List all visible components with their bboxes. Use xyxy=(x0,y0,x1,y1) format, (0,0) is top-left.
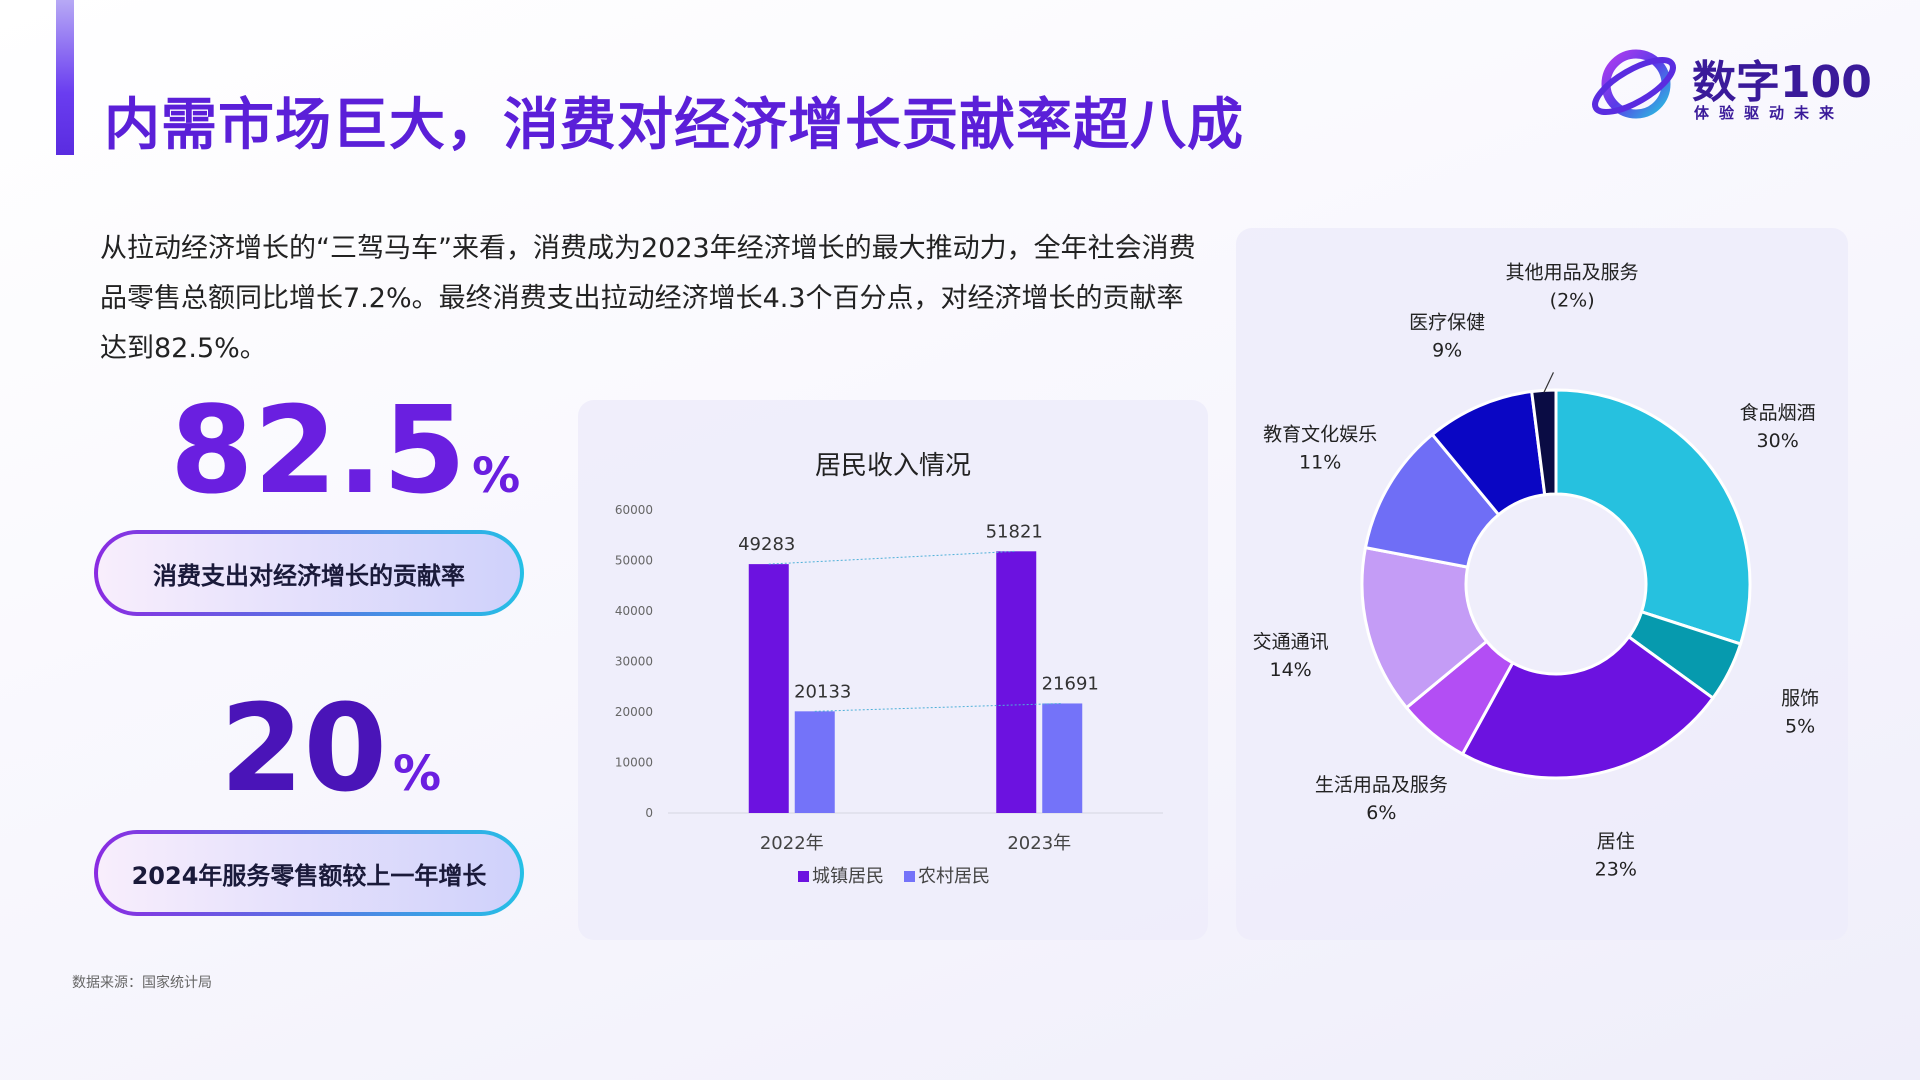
slice-percent: 30% xyxy=(1757,430,1799,452)
slice-label: 居住 xyxy=(1597,830,1635,852)
bar-value-label: 20133 xyxy=(794,681,851,702)
trend-line-rural xyxy=(814,702,1063,712)
slice-label: 服饰 xyxy=(1781,687,1819,709)
legend-swatch xyxy=(798,871,809,882)
legend-label: 农村居民 xyxy=(918,866,990,887)
income-bar-chart: 居民收入情况 0 10000 20000 30000 40000 50000 60000 492… xyxy=(615,451,1163,887)
donut-slice-7 xyxy=(1530,388,1558,497)
slice-percent: 9% xyxy=(1432,340,1462,362)
data-source-note: 数据来源：国家统计局 xyxy=(72,975,212,991)
slice-label: 生活用品及服务 xyxy=(1315,774,1448,796)
slice-label: 食品烟酒 xyxy=(1740,402,1816,424)
y-tick-label: 30000 xyxy=(615,655,653,669)
stat-service-growth: 20 % xyxy=(220,690,441,810)
bar-value-label: 51821 xyxy=(986,521,1043,542)
slice-label: 交通通讯 xyxy=(1253,631,1329,653)
slice-percent: 5% xyxy=(1785,715,1815,737)
x-tick-label: 2022年 xyxy=(760,833,824,854)
slice-percent: (2%) xyxy=(1550,290,1595,312)
bar-urban-0 xyxy=(748,564,789,813)
y-tick-label: 50000 xyxy=(615,554,653,568)
brand-logo: 数字100 体验驱动未来 xyxy=(1588,38,1878,128)
logo-orbit-icon xyxy=(1592,49,1676,119)
bar-value-label: 21691 xyxy=(1042,673,1099,694)
consumption-chart-panel: 食品烟酒 30% 服饰 5% 居住 23% 生活用品及服务 6% 交通通讯 14% 教育文化娱乐 11… xyxy=(1236,228,1848,940)
bar-rural-1 xyxy=(1042,703,1083,813)
slice-label: 教育文化娱乐 xyxy=(1263,424,1377,446)
consumption-donut-chart: 食品烟酒 30% 服饰 5% 居住 23% 生活用品及服务 6% 交通通讯 14% 教育文化娱乐 11… xyxy=(1253,262,1820,881)
legend-swatch xyxy=(904,871,915,882)
leader-line xyxy=(1543,372,1554,393)
stat-contribution-unit: % xyxy=(472,448,521,504)
logo-tagline: 体验驱动未来 xyxy=(1694,104,1845,122)
stat-service-growth-unit: % xyxy=(393,746,442,802)
stat-contribution: 82.5 % xyxy=(170,392,520,512)
income-chart-panel: 居民收入情况 0 10000 20000 30000 40000 50000 60000 492… xyxy=(578,400,1208,940)
page-title: 内需市场巨大，消费对经济增长贡献率超八成 xyxy=(104,93,1244,158)
intro-paragraph: 从拉动经济增长的“三驾马车”来看，消费成为2023年经济增长的最大推动力，全年社… xyxy=(100,233,1196,364)
slice-percent: 6% xyxy=(1366,802,1396,824)
y-tick-label: 20000 xyxy=(615,705,653,719)
slice-label: 医疗保健 xyxy=(1409,312,1485,334)
stat-service-growth-value: 20 xyxy=(220,680,387,819)
bar-urban-1 xyxy=(996,551,1037,813)
slice-label: 其他用品及服务 xyxy=(1506,262,1639,284)
stat-contribution-value: 82.5 xyxy=(170,382,467,521)
donut-slice-0 xyxy=(1554,388,1752,646)
slice-percent: 23% xyxy=(1595,858,1637,880)
bar-value-label: 49283 xyxy=(738,534,795,555)
trend-line-urban xyxy=(768,550,1017,565)
y-tick-label: 40000 xyxy=(615,604,653,618)
logo-name: 数字100 xyxy=(1692,57,1872,108)
bar-chart-title: 居民收入情况 xyxy=(815,451,971,481)
slice-percent: 11% xyxy=(1299,452,1341,474)
y-tick-label: 10000 xyxy=(615,756,653,770)
stat-service-growth-label: 2024年服务零售额较上一年增长 xyxy=(94,830,524,916)
x-tick-label: 2023年 xyxy=(1007,833,1071,854)
title-accent-bar xyxy=(56,0,74,155)
y-tick-label: 60000 xyxy=(615,503,653,517)
donut-slice-2 xyxy=(1460,634,1716,780)
y-tick-label: 0 xyxy=(645,806,653,820)
slice-percent: 14% xyxy=(1269,659,1311,681)
legend-label: 城镇居民 xyxy=(812,866,884,887)
stat-contribution-label: 消费支出对经济增长的贡献率 xyxy=(94,530,524,616)
bar-rural-0 xyxy=(794,711,835,813)
